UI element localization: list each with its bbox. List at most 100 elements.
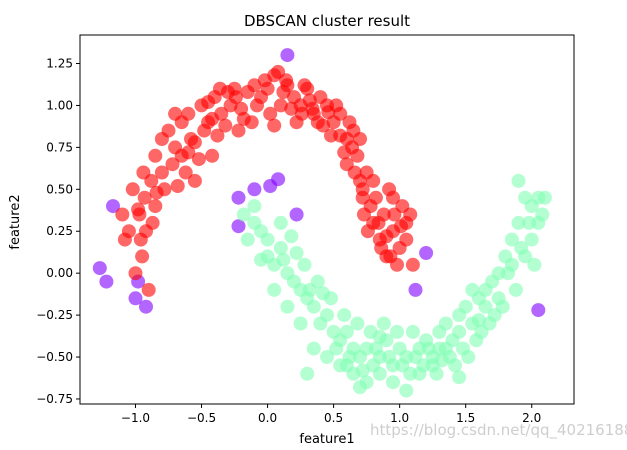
- point-series-1-62: [276, 85, 291, 99]
- point-series-1-49: [145, 215, 160, 230]
- point-series-2-110: [487, 308, 502, 323]
- point-series-2-102: [382, 350, 397, 364]
- point-series-1-53: [165, 157, 180, 172]
- point-series-1-51: [128, 266, 143, 281]
- point-series-2-49: [297, 257, 312, 272]
- point-series-1-68: [342, 115, 357, 130]
- point-series-1-109: [149, 185, 164, 200]
- point-series-1-88: [115, 207, 130, 222]
- point-series-0-7: [231, 190, 246, 205]
- point-series-2-82: [412, 366, 427, 381]
- point-series-0-11: [271, 172, 286, 187]
- point-series-1-59: [231, 123, 246, 138]
- point-series-2-1: [240, 232, 255, 247]
- point-series-1-50: [141, 282, 156, 297]
- point-series-1-121: [345, 140, 360, 155]
- point-series-1-58: [218, 118, 233, 133]
- point-series-0-8: [231, 219, 246, 234]
- point-series-1-76: [148, 199, 163, 214]
- point-series-1-116: [279, 73, 294, 88]
- point-series-1-114: [228, 90, 243, 105]
- point-series-1-91: [154, 165, 169, 180]
- point-series-2-56: [390, 324, 404, 339]
- point-series-1-107: [125, 182, 140, 197]
- point-series-1-93: [191, 152, 206, 167]
- point-series-2-111: [501, 266, 515, 281]
- point-series-2-48: [284, 229, 299, 244]
- point-series-1-79: [210, 128, 225, 143]
- point-series-1-56: [197, 123, 212, 138]
- point-series-1-9: [181, 106, 196, 121]
- point-series-0-15: [531, 303, 546, 318]
- point-series-1-4: [148, 148, 163, 163]
- x-tick-label: 1.0: [390, 411, 409, 425]
- point-series-0-6: [128, 291, 143, 306]
- point-series-1-98: [284, 101, 299, 116]
- point-series-2-75: [320, 350, 334, 364]
- point-series-2-101: [368, 341, 383, 356]
- point-series-1-74: [133, 232, 148, 247]
- point-series-2-114: [353, 380, 367, 395]
- point-series-2-107: [448, 358, 463, 373]
- point-series-1-55: [187, 173, 202, 188]
- point-series-1-104: [386, 190, 400, 205]
- x-tick-label: 0.5: [324, 411, 343, 425]
- point-series-2-53: [350, 316, 365, 331]
- point-series-2-0: [236, 207, 251, 222]
- point-series-0-3: [106, 199, 120, 214]
- point-series-2-81: [399, 383, 414, 398]
- point-series-1-57: [205, 148, 220, 163]
- point-series-2-71: [267, 282, 282, 297]
- point-series-2-80: [386, 375, 400, 390]
- point-series-2-117: [339, 358, 354, 373]
- y-tick-label: −0.50: [36, 350, 73, 364]
- point-series-2-98: [329, 341, 344, 356]
- point-series-2-88: [491, 291, 506, 306]
- point-series-2-55: [376, 316, 391, 331]
- point-series-0-12: [289, 207, 304, 222]
- point-series-2-11: [306, 299, 321, 314]
- point-series-2-87: [478, 299, 493, 314]
- y-tick-label: 1.25: [46, 57, 73, 71]
- point-series-1-1: [135, 249, 150, 264]
- point-series-2-65: [508, 282, 523, 297]
- point-series-1-94: [201, 95, 216, 110]
- point-series-1-118: [305, 101, 320, 116]
- point-series-2-108: [461, 350, 476, 364]
- point-series-1-99: [310, 115, 325, 130]
- point-series-2-73: [293, 316, 308, 331]
- point-series-2-6: [273, 241, 288, 255]
- x-tick-label: 1.5: [456, 411, 475, 425]
- point-series-2-100: [355, 363, 370, 378]
- point-series-1-119: [321, 105, 336, 120]
- point-series-2-120: [471, 313, 486, 328]
- point-series-1-124: [383, 249, 398, 264]
- point-series-2-31: [438, 316, 453, 331]
- point-series-2-85: [452, 324, 467, 339]
- point-series-0-0: [280, 48, 295, 63]
- point-series-2-103: [395, 358, 410, 373]
- y-axis-label: feature2: [8, 194, 23, 249]
- point-series-2-47: [273, 215, 288, 230]
- point-series-2-92: [511, 173, 526, 188]
- axes: −1.0 −0.5 0.0 0.5 1.0 1.5 2.0 −0.75 −0.50 −0.25 0.…: [36, 34, 575, 425]
- point-series-1-87: [387, 207, 402, 222]
- point-series-2-68: [527, 257, 542, 272]
- point-series-1-69: [357, 207, 371, 222]
- scatter-points: [92, 48, 552, 398]
- point-series-2-97: [316, 286, 330, 301]
- point-series-2-118: [372, 329, 387, 344]
- point-series-2-70: [260, 232, 275, 247]
- point-series-2-69: [247, 199, 262, 214]
- point-series-2-95: [289, 246, 304, 260]
- y-tick-label: 0.00: [46, 266, 73, 280]
- point-series-1-2: [137, 190, 152, 205]
- point-series-2-96: [302, 282, 317, 297]
- point-series-1-105: [399, 232, 414, 247]
- point-series-2-91: [531, 190, 546, 205]
- point-series-1-97: [267, 118, 282, 133]
- point-series-1-95: [236, 111, 251, 126]
- point-series-0-14: [408, 282, 423, 297]
- point-series-1-47: [405, 257, 420, 272]
